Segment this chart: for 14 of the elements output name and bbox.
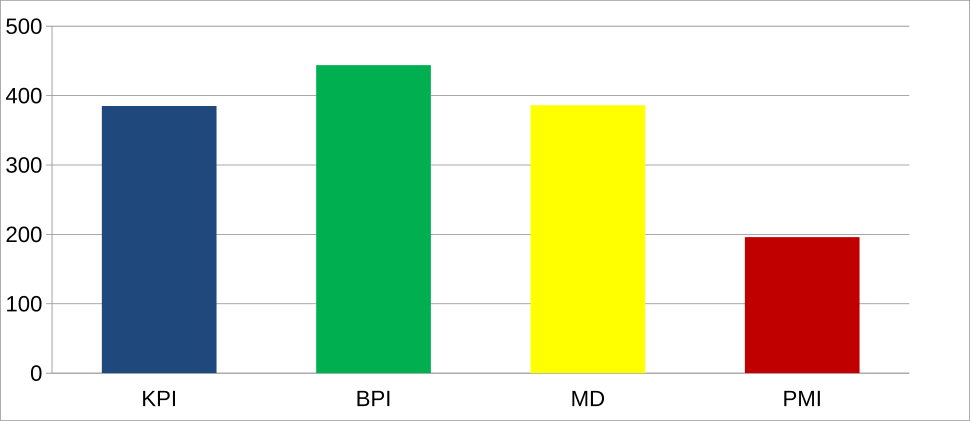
- y-tick-label: 400: [6, 88, 42, 104]
- bar: [102, 106, 217, 374]
- x-tick-label: BPI: [357, 390, 390, 406]
- y-tick-label: 100: [7, 296, 42, 312]
- x-tick-label: MD: [572, 390, 604, 406]
- x-tick-label: KPI: [143, 390, 176, 406]
- bar: [530, 105, 646, 374]
- bar: [316, 65, 431, 374]
- y-tick-label: 200: [6, 226, 42, 242]
- bar: [744, 237, 860, 374]
- y-tick-label: 300: [6, 157, 42, 173]
- x-tick-label: PMI: [784, 390, 820, 406]
- y-tick-label: 0: [30, 365, 42, 382]
- y-tick-label: 500: [6, 18, 42, 34]
